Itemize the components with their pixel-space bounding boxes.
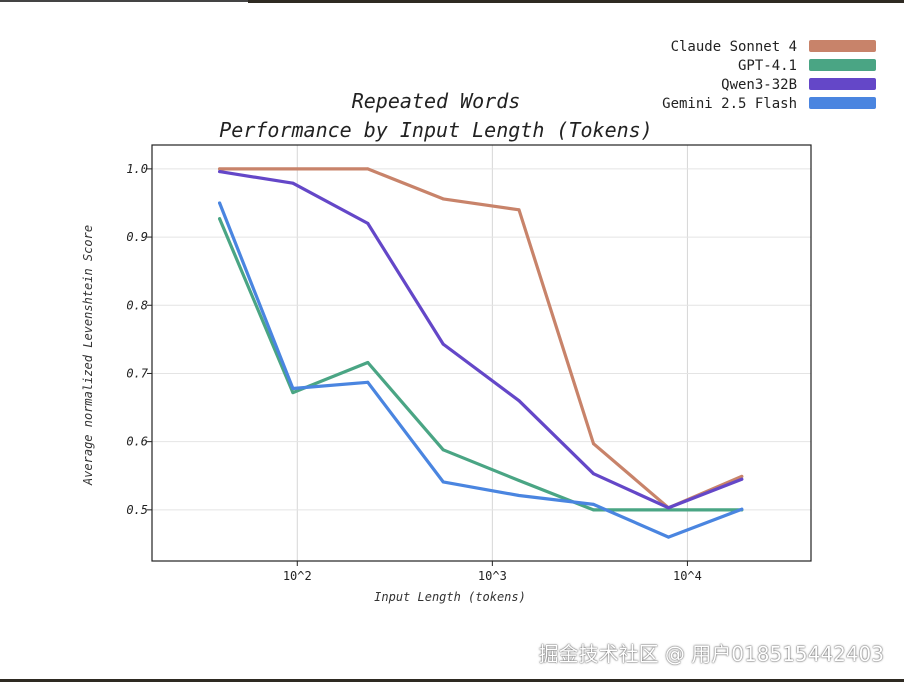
legend: Claude Sonnet 4 GPT-4.1 Qwen3-32B Gemini 2.… [662,39,876,112]
gridlines [152,145,811,561]
x-tick-label: 10^2 [283,569,312,583]
data-point-gpt-4-1 [218,217,222,221]
y-tick-label: 0.9 [126,230,148,244]
data-point-gemini-2-5-flash [667,535,670,539]
x-tick-label: 10^3 [478,569,507,583]
data-point-claude-sonnet-4 [366,167,370,171]
data-point-gemini-2-5-flash [366,380,370,384]
data-point-gemini-2-5-flash [740,507,744,511]
data-point-qwen3-32b [592,472,595,476]
x-axis-label: Input Length (tokens) [374,590,526,604]
x-tick-label: 10^4 [673,569,702,583]
data-point-qwen3-32b [218,170,222,174]
data-point-claude-sonnet-4 [592,442,595,446]
legend-swatch [809,40,876,52]
legend-item-gpt-4-1: GPT-4.1 [738,58,876,74]
data-point-gemini-2-5-flash [441,480,445,484]
data-point-claude-sonnet-4 [517,208,521,212]
data-point-claude-sonnet-4 [740,474,744,478]
series-line-gpt-4-1 [218,217,744,512]
y-tick-label: 0.6 [126,435,148,449]
y-tick-label: 0.7 [126,366,148,380]
series-line-gemini-2-5-flash [218,201,744,539]
series-line-qwen3-32b [218,170,744,510]
legend-label: Gemini 2.5 Flash [662,96,797,112]
top-edge-strip-right [248,0,904,3]
data-point-gemini-2-5-flash [291,387,295,390]
y-axis-label: Average normalized Levenshtein Score [81,225,95,486]
legend-item-qwen3-32b: Qwen3-32B [721,77,876,93]
plot-area-frame [151,144,812,562]
data-point-gpt-4-1 [291,391,295,395]
data-point-gemini-2-5-flash [592,502,595,506]
bottom-edge-strip [0,679,904,682]
legend-label: GPT-4.1 [738,58,797,74]
legend-swatch [809,78,876,90]
data-point-qwen3-32b [740,477,744,481]
data-point-gpt-4-1 [441,448,445,452]
series-line-claude-sonnet-4 [218,167,744,510]
y-tick-label: 0.5 [126,503,148,517]
top-edge-strip-left [0,0,248,2]
series-layer [218,167,744,539]
data-point-qwen3-32b [667,506,670,510]
watermark-text: 掘金技术社区 @ 用户018515442403 [538,642,884,666]
chart-title-line-2: Performance by Input Length (Tokens) [219,118,652,142]
series-gemini-2-5-flash [218,201,744,539]
data-point-qwen3-32b [366,221,370,225]
legend-swatch [809,59,876,71]
data-point-qwen3-32b [517,399,521,403]
legend-label: Qwen3-32B [721,77,797,93]
y-axis-ticks: 0.5 0.6 0.7 0.8 0.9 1.0 [126,162,152,517]
series-qwen3-32b [218,170,744,510]
data-point-gpt-4-1 [366,361,370,364]
data-point-gpt-4-1 [592,508,595,512]
data-point-gemini-2-5-flash [517,494,521,497]
legend-label: Claude Sonnet 4 [671,39,797,55]
legend-item-claude-sonnet-4: Claude Sonnet 4 [671,39,876,55]
data-point-qwen3-32b [441,342,445,346]
x-axis-ticks: 10^2 10^3 10^4 [283,561,702,583]
legend-item-gemini-2-5-flash: Gemini 2.5 Flash [662,96,876,112]
y-tick-label: 1.0 [126,162,148,176]
legend-swatch [809,97,876,109]
data-point-claude-sonnet-4 [441,197,445,201]
data-point-gpt-4-1 [517,479,521,482]
chart-title-line-1: Repeated Words [352,89,521,113]
y-tick-label: 0.8 [126,298,148,312]
data-point-claude-sonnet-4 [218,167,222,171]
data-point-qwen3-32b [291,181,295,185]
data-point-gemini-2-5-flash [218,201,222,205]
